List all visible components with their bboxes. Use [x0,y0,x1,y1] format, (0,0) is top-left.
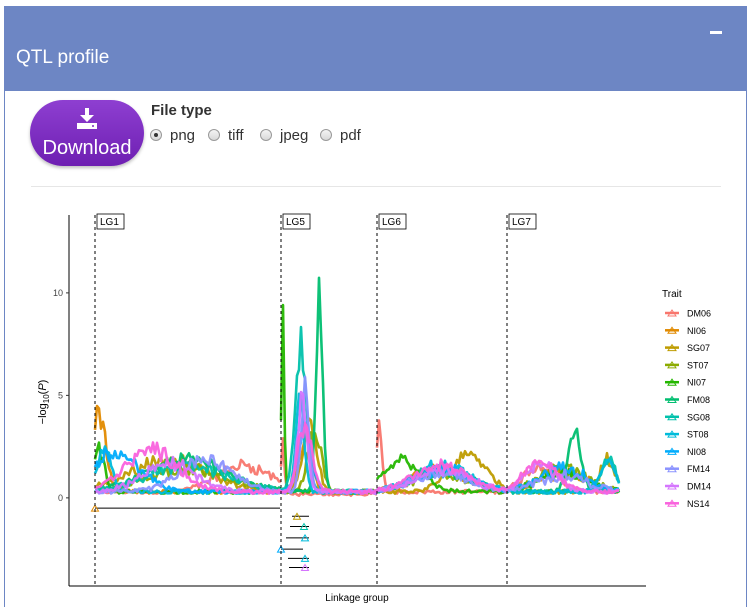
linkage-group-label: LG7 [512,217,531,228]
panel-title: QTL profile [16,47,110,68]
legend-item-label: FM14 [687,464,710,474]
x-axis-label: Linkage group [325,593,389,604]
radio-png-label: png [170,127,196,144]
linkage-group-box [96,213,125,230]
linkage-group-label: LG1 [100,217,119,228]
y-axis-label: −log10(P) [37,380,51,425]
divider [31,186,721,187]
legend-item-label: NI07 [687,378,706,388]
legend-item-label: FM08 [687,395,710,405]
radio-tiff-circle[interactable] [208,129,220,141]
legend-item-label: SG08 [687,412,710,422]
linkage-group-box [378,213,407,230]
minus-icon[interactable] [710,31,722,34]
legend-item-label: ST08 [687,430,709,440]
legend-marker [667,378,677,386]
y-tick-label: 0 [58,493,63,503]
linkage-group-label: LG5 [286,217,305,228]
radio-jpeg-label: jpeg [280,127,309,144]
qtl-peak-marker [292,512,302,520]
qtl-peak-marker [300,554,310,562]
legend-marker [667,326,677,334]
qtl-profile-panel: QTL profile Download File type png tiff … [4,6,747,607]
series-line-ni08 [93,421,620,495]
download-button[interactable]: Download [30,100,144,166]
legend-marker [667,360,677,369]
file-type-label: File type [151,102,212,119]
qtl-peak-marker [300,533,310,542]
legend-marker [667,464,677,473]
legend-item-label: DM14 [687,482,711,492]
y-tick-label: 5 [58,390,63,400]
legend-item-label: SG07 [687,343,710,353]
series-line-fm08 [94,276,620,495]
download-label: Download [42,137,132,159]
legend-marker [667,309,677,317]
radio-tiff-label: tiff [228,127,244,144]
series-line-dm06 [93,419,620,497]
legend-item-label: NS14 [687,499,710,509]
linkage-group-box [282,213,311,230]
legend-item-label: DM06 [687,309,711,319]
legend-marker [667,412,677,421]
download-icon [77,108,97,129]
legend-marker [667,343,677,352]
y-tick-label: 10 [53,288,63,298]
legend-marker [667,430,677,438]
legend-marker [667,395,677,403]
legend-marker [667,482,677,490]
radio-png-circle[interactable] [150,129,162,141]
legend-title: Trait [662,289,682,300]
panel-header: QTL profile [5,7,746,91]
radio-pdf-label: pdf [340,127,361,144]
linkage-group-box [508,213,537,230]
legend-item-label: ST07 [687,360,709,370]
legend-item-label: NI06 [687,326,706,336]
radio-pdf-circle[interactable] [320,129,332,141]
series-line-ns14 [94,421,619,495]
qtl-peak-marker [299,522,309,531]
legend-item-label: NI08 [687,447,706,457]
radio-jpeg-circle[interactable] [260,129,272,141]
qtl-peak-marker [300,563,310,572]
legend-marker [667,447,677,455]
legend-marker [667,499,677,507]
linkage-group-label: LG6 [382,217,401,228]
